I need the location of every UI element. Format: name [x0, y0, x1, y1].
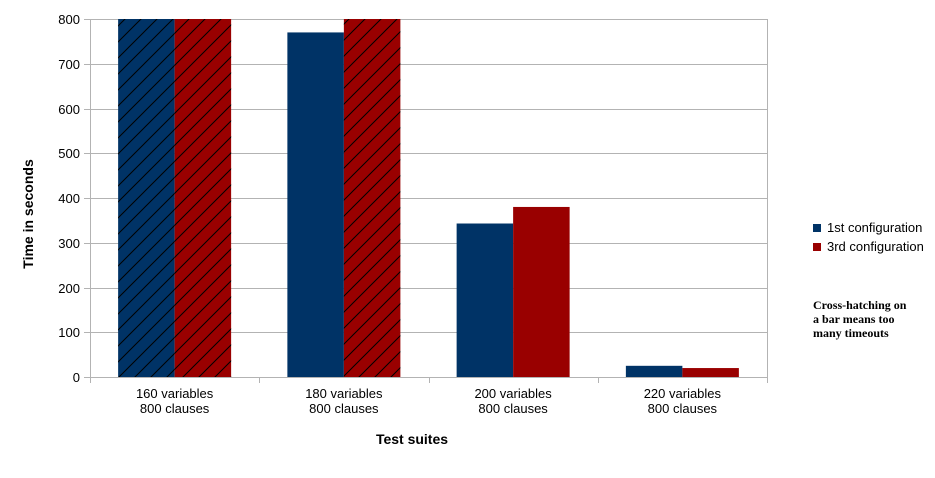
bars: [118, 19, 739, 378]
x-tick-label: 800 clauses: [478, 401, 548, 416]
bar: [513, 206, 570, 377]
legend-swatch: [813, 224, 821, 232]
bar-hatching: [343, 19, 401, 377]
y-tick-label: 600: [58, 102, 80, 117]
x-tick-label: 220 variables: [644, 386, 722, 401]
legend-label: 1st configuration: [827, 220, 922, 235]
legend: 1st configuration 3rd configuration: [813, 220, 924, 254]
bar: [625, 365, 683, 377]
x-tick-label: 800 clauses: [140, 401, 210, 416]
bar: [287, 32, 344, 378]
x-tick-label: 800 clauses: [648, 401, 718, 416]
y-axis-title: Time in seconds: [20, 159, 36, 269]
bar: [682, 368, 739, 377]
bar: [456, 223, 514, 377]
y-tick-label: 500: [58, 146, 80, 161]
y-tick-label: 800: [58, 12, 80, 27]
y-tick-label: 300: [58, 236, 80, 251]
y-tick-label: 200: [58, 281, 80, 296]
x-tick-label: 200 variables: [474, 386, 552, 401]
y-tick-label: 700: [58, 57, 80, 72]
legend-label: 3rd configuration: [827, 239, 924, 254]
bar-hatching: [174, 19, 232, 377]
x-axis-title: Test suites: [376, 431, 448, 447]
y-tick-label: 100: [58, 325, 80, 340]
note-line: a bar means too: [813, 312, 894, 326]
note-line: Cross-hatching on: [813, 298, 907, 312]
note-line: many timeouts: [813, 326, 889, 340]
x-tick-label: 160 variables: [136, 386, 214, 401]
legend-swatch: [813, 243, 821, 251]
y-tick-label: 400: [58, 191, 80, 206]
bar-hatching: [118, 19, 175, 377]
x-tick-label: 800 clauses: [309, 401, 379, 416]
x-tick-label: 180 variables: [305, 386, 383, 401]
y-tick-label: 0: [73, 370, 80, 385]
